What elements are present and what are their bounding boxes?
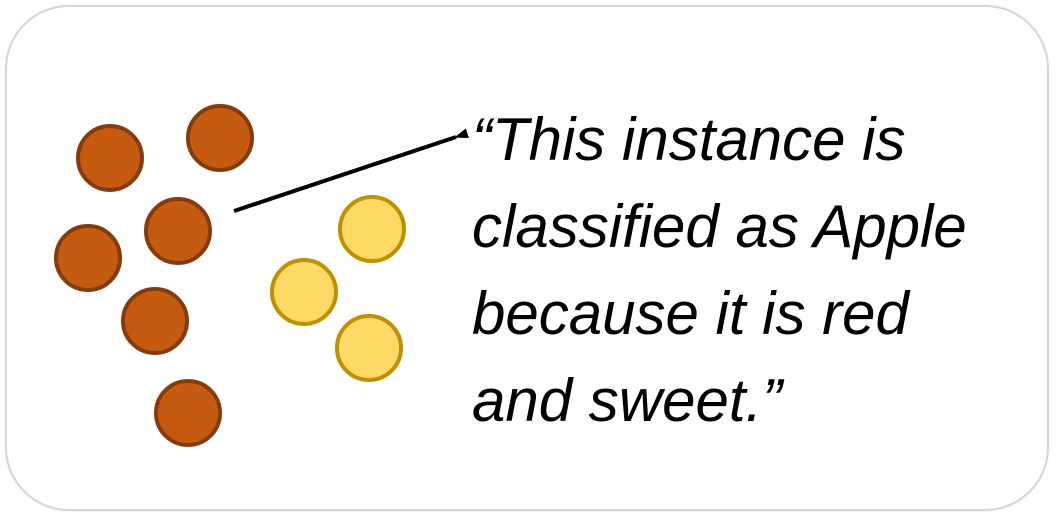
- other-instance-1: [338, 195, 406, 263]
- apple-instance-1: [76, 124, 144, 192]
- quote-line-4: and sweet.”: [472, 367, 783, 434]
- apple-instance-5: [121, 287, 189, 355]
- apple-instance-4: [54, 224, 122, 292]
- arrow-left-icon: [233, 128, 469, 213]
- other-instance-2: [270, 258, 338, 326]
- apple-instance-3: [144, 197, 212, 265]
- quote-line-3: because it is red: [472, 280, 909, 347]
- apple-instance-2: [186, 104, 254, 172]
- quote-line-1: “This instance is: [472, 106, 906, 173]
- other-instances: [270, 195, 406, 382]
- apple-instances: [54, 104, 254, 447]
- quote-line-2: classified as Apple: [472, 193, 967, 260]
- explanation-quote: “This instance is classified as Apple be…: [472, 96, 1032, 444]
- other-instance-3: [335, 314, 403, 382]
- apple-instance-6: [154, 379, 222, 447]
